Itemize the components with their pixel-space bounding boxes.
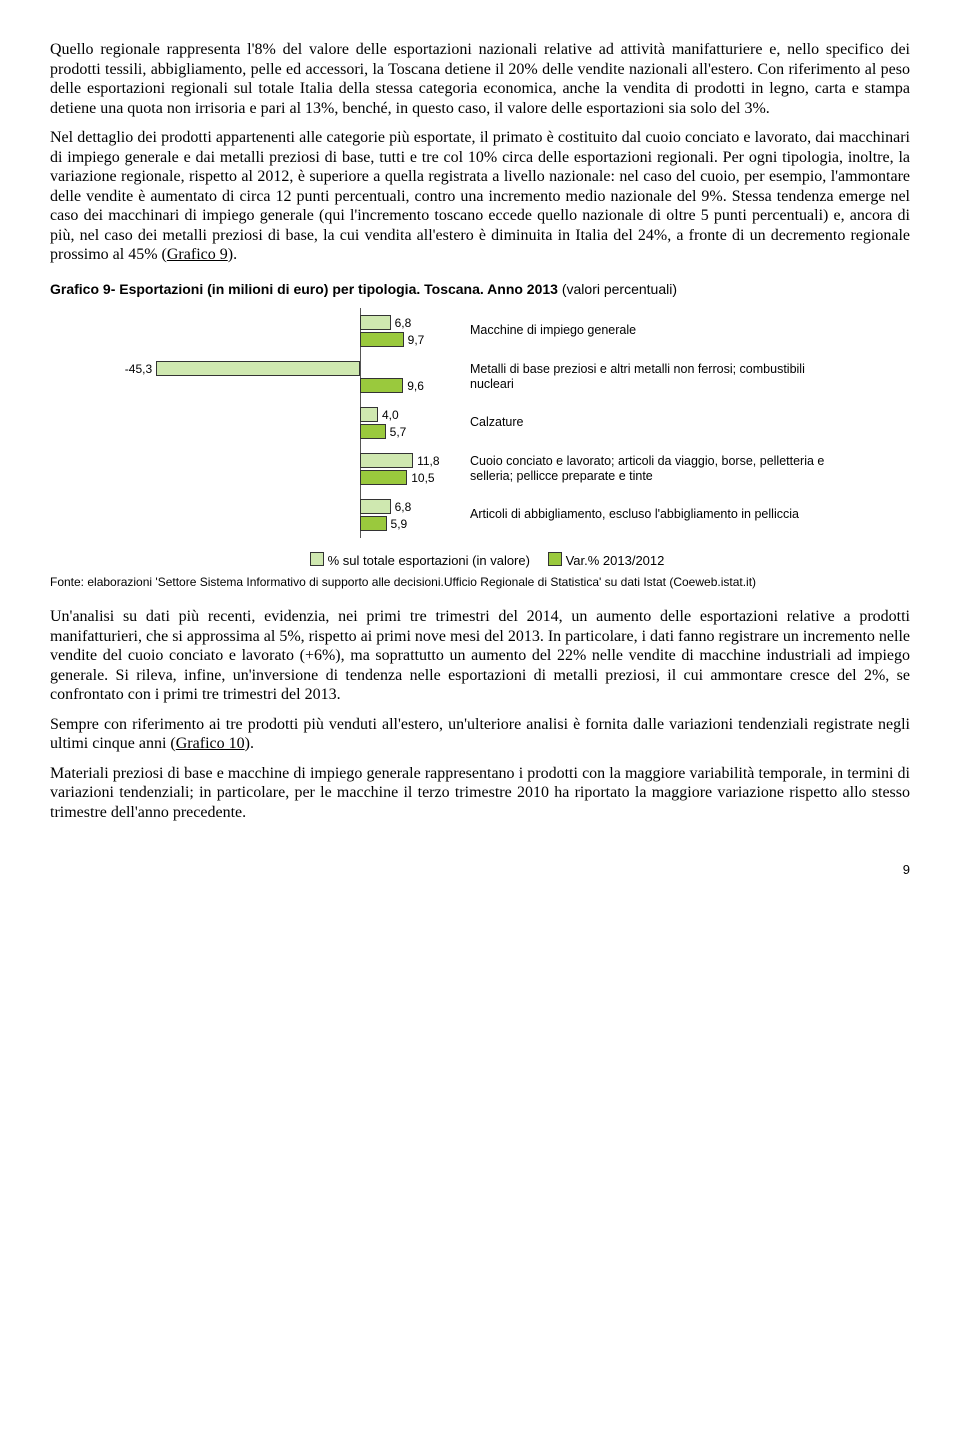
paragraph-2b: ). [228,246,237,263]
chart-bar-value: 5,9 [391,517,408,532]
chart-bar-dark [360,332,404,347]
legend-swatch-dark [548,552,562,566]
chart-bars: 4,05,7 [120,400,460,446]
chart-row: -45,3 9,6 Metalli di base preziosi e altri… [120,354,840,400]
chart-legend: % sul totale esportazioni (in valore) Va… [50,552,910,569]
chart-bar-value: 4,0 [382,408,399,423]
chart-bar-value: 11,8 [417,454,439,469]
chart-category-label: Macchine di impiego generale [460,323,840,338]
chart-bar-dark [360,516,387,531]
chart-title: Grafico 9- Esportazioni (in milioni di e… [50,281,910,298]
legend-label-dark: Var.% 2013/2012 [566,553,665,568]
chart-bar-dark [360,424,386,439]
chart-bar-value: -45,3 [125,362,152,377]
chart-bars: 6,85,9 [120,492,460,538]
chart-category-label: Articoli di abbigliamento, escluso l'abb… [460,507,840,522]
chart-bar-light [360,453,413,468]
chart-bar-value: 5,7 [390,425,407,440]
paragraph-1: Quello regionale rappresenta l'8% del va… [50,40,910,118]
link-grafico-9[interactable]: Grafico 9 [167,246,228,263]
chart: 6,89,7Macchine di impiego generale-45,39… [120,308,840,538]
chart-source: Fonte: elaborazioni 'Settore Sistema Inf… [50,575,910,590]
chart-category-label: Cuoio conciato e lavorato; articoli da v… [460,454,840,484]
link-grafico-10[interactable]: Grafico 10 [176,735,245,752]
chart-bar-value: 6,8 [395,316,412,331]
chart-row: 6,89,7Macchine di impiego generale [120,308,840,354]
paragraph-4b: ). [245,735,254,752]
chart-title-bold: Grafico 9- Esportazioni (in milioni di e… [50,281,562,297]
chart-bars: 6,89,7 [120,308,460,354]
chart-row: 6,85,9Articoli di abbigliamento, escluso… [120,492,840,538]
chart-bar-dark [360,470,407,485]
chart-bar-light [156,361,360,376]
chart-bar-value: 9,7 [408,333,425,348]
chart-bar-dark [360,378,403,393]
page-number: 9 [50,862,910,878]
chart-title-light: (valori percentuali) [562,281,677,297]
chart-bar-light [360,315,391,330]
paragraph-3: Un'analisi su dati più recenti, evidenzi… [50,607,910,705]
chart-bar-light [360,499,391,514]
chart-row: 4,05,7Calzature [120,400,840,446]
chart-bars: 11,8 10,5 [120,446,460,492]
chart-bar-value: 6,8 [395,500,412,515]
legend-swatch-light [310,552,324,566]
legend-label-light: % sul totale esportazioni (in valore) [328,553,530,568]
paragraph-2a: Nel dettaglio dei prodotti appartenenti … [50,129,910,263]
paragraph-4: Sempre con riferimento ai tre prodotti p… [50,715,910,754]
chart-category-label: Metalli di base preziosi e altri metalli… [460,362,840,392]
chart-category-label: Calzature [460,415,840,430]
chart-bar-light [360,407,378,422]
paragraph-5: Materiali preziosi di base e macchine di… [50,764,910,823]
chart-bar-value: 10,5 [411,471,434,486]
chart-bars: -45,3 9,6 [120,354,460,400]
chart-row: 11,8 10,5 Cuoio conciato e lavorato; artic… [120,446,840,492]
chart-bar-value: 9,6 [407,379,424,394]
paragraph-2: Nel dettaglio dei prodotti appartenenti … [50,128,910,265]
